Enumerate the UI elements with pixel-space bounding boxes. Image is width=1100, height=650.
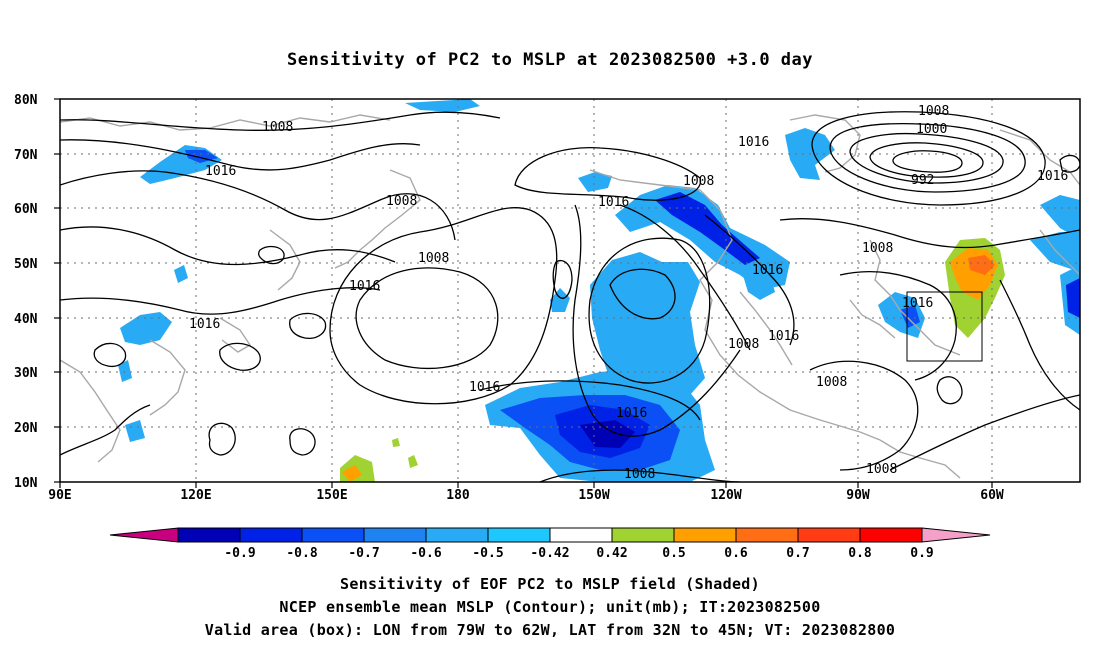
colorbar-label: -0.42	[530, 546, 569, 561]
lat-label: 30N	[14, 366, 38, 381]
contour-label: 1008	[816, 375, 847, 390]
contour-label: 1008	[728, 337, 759, 352]
pos-area-atlantic-red	[968, 255, 995, 275]
colorbar-cell	[859, 527, 923, 543]
colorbar-cell	[177, 527, 241, 543]
colorbar-right-triangle	[921, 527, 991, 543]
contour-label: 1016	[349, 279, 380, 294]
colorbar-label: 0.9	[910, 546, 933, 561]
contour-label: 1016	[469, 380, 500, 395]
contour-label: 1016	[752, 263, 783, 278]
colorbar-label: -0.7	[348, 546, 379, 561]
contour-label: 1016	[1037, 169, 1068, 184]
contour-label: 1016	[598, 195, 629, 210]
neg-area-america-small	[742, 265, 775, 300]
colorbar-cell	[611, 527, 675, 543]
contour-label: 1000	[916, 122, 947, 137]
caption-valid-area: Valid area (box): LON from 79W to 62W, L…	[204, 621, 896, 639]
contour-label: 1016	[738, 135, 769, 150]
pos-area-small-green	[408, 455, 418, 468]
colorbar-cell	[363, 527, 427, 543]
contour-labels: 1008 1016 1016 1008 1008 1016 1008 1016 …	[189, 104, 1068, 482]
valid-area-box	[906, 291, 983, 362]
shaded-sensitivity-layer	[118, 99, 1080, 482]
map-gridlines	[60, 99, 1080, 482]
neg-area-kamchatka	[174, 265, 188, 283]
lon-label: 60W	[980, 488, 1004, 503]
caption-contour: NCEP ensemble mean MSLP (Contour); unit(…	[279, 598, 821, 616]
colorbar: -0.9 -0.8 -0.7 -0.6 -0.5 -0.42 0.42 0.5 0.6 0.7 0.…	[109, 527, 991, 561]
lat-label: 10N	[14, 476, 38, 491]
contour-label: 1016	[768, 329, 799, 344]
contour-label: 1008	[683, 174, 714, 189]
contour-label: 1008	[918, 104, 949, 119]
colorbar-label: 0.6	[724, 546, 748, 561]
colorbar-label: 0.42	[596, 546, 627, 561]
neg-area-alaska-arctic	[405, 99, 480, 112]
lat-label: 70N	[14, 148, 38, 163]
contour-label: 1008	[418, 251, 449, 266]
neg-area-gulf-alaska-core	[655, 192, 760, 265]
colorbar-cell	[673, 527, 737, 543]
latitude-labels: 80N 70N 60N 50N 40N 30N 20N 10N	[14, 93, 38, 491]
colorbar-label: 0.8	[848, 546, 872, 561]
chart-title: Sensitivity of PC2 to MSLP at 2023082500…	[286, 50, 813, 70]
colorbar-label: -0.8	[286, 546, 317, 561]
neg-area-japan	[120, 312, 172, 345]
axis-ticks	[54, 98, 993, 488]
colorbar-cell	[487, 527, 551, 543]
colorbar-cell	[735, 527, 799, 543]
contour-label: 1008	[862, 241, 893, 256]
neg-area-hudson	[878, 292, 925, 338]
pos-area-small-green-2	[392, 438, 400, 447]
caption-shaded: Sensitivity of EOF PC2 to MSLP field (Sh…	[340, 575, 760, 593]
contour-label: 1008	[386, 194, 417, 209]
contour-label: 1016	[616, 406, 647, 421]
coastlines	[60, 114, 1080, 479]
contour-label: 1016	[189, 317, 220, 332]
contour-label: 1008	[866, 462, 897, 477]
colorbar-label: 0.7	[786, 546, 809, 561]
neg-area-pacific-small	[550, 288, 570, 312]
pos-area-pacific-orange	[342, 465, 362, 482]
neg-area-philippines	[125, 420, 145, 442]
neg-area-atlantic-south-core	[1066, 278, 1080, 318]
colorbar-cell	[239, 527, 303, 543]
colorbar-cell	[549, 527, 613, 543]
longitude-labels: 90E 120E 150E 180 150W 120W 90W 60W	[48, 488, 1004, 503]
colorbar-cell	[797, 527, 861, 543]
map-border	[59, 98, 1081, 483]
neg-area-pacific-mid	[590, 252, 705, 395]
colorbar-label: -0.9	[224, 546, 255, 561]
neg-area-bering	[578, 172, 612, 192]
lon-label: 90E	[48, 488, 71, 503]
lat-label: 20N	[14, 421, 38, 436]
contour-label: 1008	[262, 120, 293, 135]
lat-label: 80N	[14, 93, 38, 108]
colorbar-left-triangle	[109, 527, 179, 543]
lat-label: 60N	[14, 202, 38, 217]
mslp-contours	[60, 111, 1080, 482]
lon-label: 120E	[180, 488, 211, 503]
neg-area-atlantic-east	[1040, 195, 1080, 240]
contour-label: 992	[911, 173, 934, 188]
lon-label: 120W	[710, 488, 741, 503]
contour-label: 1016	[205, 164, 236, 179]
lon-label: 150E	[316, 488, 347, 503]
colorbar-label: -0.5	[472, 546, 503, 561]
lat-label: 40N	[14, 312, 38, 327]
contour-label: 1016	[902, 296, 933, 311]
lon-label: 180	[446, 488, 470, 503]
lon-label: 150W	[578, 488, 609, 503]
colorbar-label: -0.6	[410, 546, 441, 561]
colorbar-label: 0.5	[662, 546, 685, 561]
neg-area-taiwan	[118, 360, 132, 382]
lon-label: 90W	[846, 488, 870, 503]
colorbar-cell	[301, 527, 365, 543]
neg-area-hudson-core	[900, 305, 920, 328]
colorbar-cell	[425, 527, 489, 543]
lat-label: 50N	[14, 257, 38, 272]
contour-label: 1008	[624, 467, 655, 482]
